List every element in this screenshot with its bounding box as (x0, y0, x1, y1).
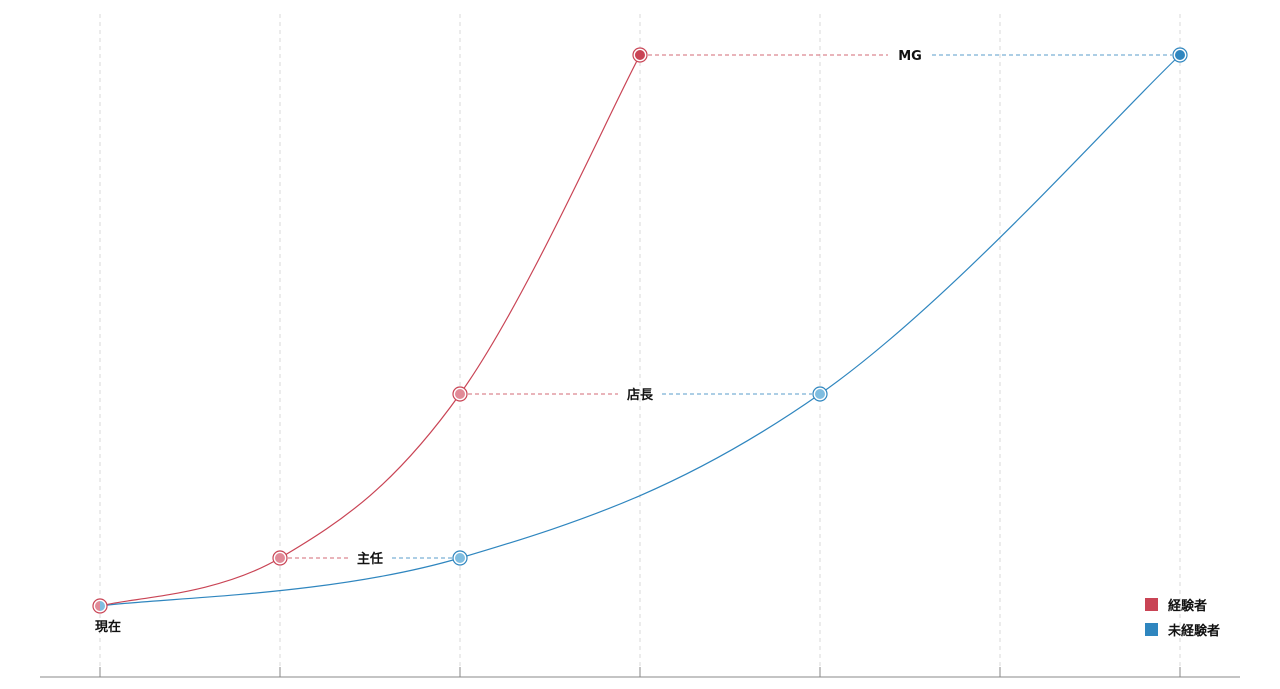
legend: 経験者 未経験者 (1144, 592, 1220, 642)
point-fill-inexperienced-1 (455, 553, 465, 563)
series-points (92, 47, 1188, 614)
grid (99, 14, 1181, 668)
x-axis (40, 667, 1240, 678)
level-label-0: 現在 (95, 619, 121, 635)
point-fill-inexperienced-3 (1175, 50, 1185, 60)
legend-item-experienced: 経験者 (1144, 592, 1220, 617)
level-label-1: 主任 (357, 551, 383, 567)
legend-item-inexperienced: 未経験者 (1144, 617, 1220, 642)
level-label-3: MG (898, 49, 922, 64)
legend-label-experienced: 経験者 (1167, 599, 1207, 614)
series-lines (99, 54, 1181, 607)
point-origin-right-half (100, 601, 105, 611)
series-line-experienced (99, 54, 641, 607)
point-fill-inexperienced-2 (815, 389, 825, 399)
point-fill-experienced-1 (275, 553, 285, 563)
point-fill-experienced-3 (635, 50, 645, 60)
legend-swatch-experienced (1144, 598, 1158, 611)
level-connectors (288, 54, 1172, 559)
legend-swatch-inexperienced (1144, 623, 1158, 636)
level-label-2: 店長 (627, 387, 654, 403)
point-fill-experienced-2 (455, 389, 465, 399)
series-line-inexperienced (99, 54, 1181, 607)
point-origin-left-half (95, 601, 100, 611)
legend-label-inexperienced: 未経験者 (1167, 624, 1220, 639)
level-labels: 現在 主任 店長 MG (95, 49, 922, 635)
